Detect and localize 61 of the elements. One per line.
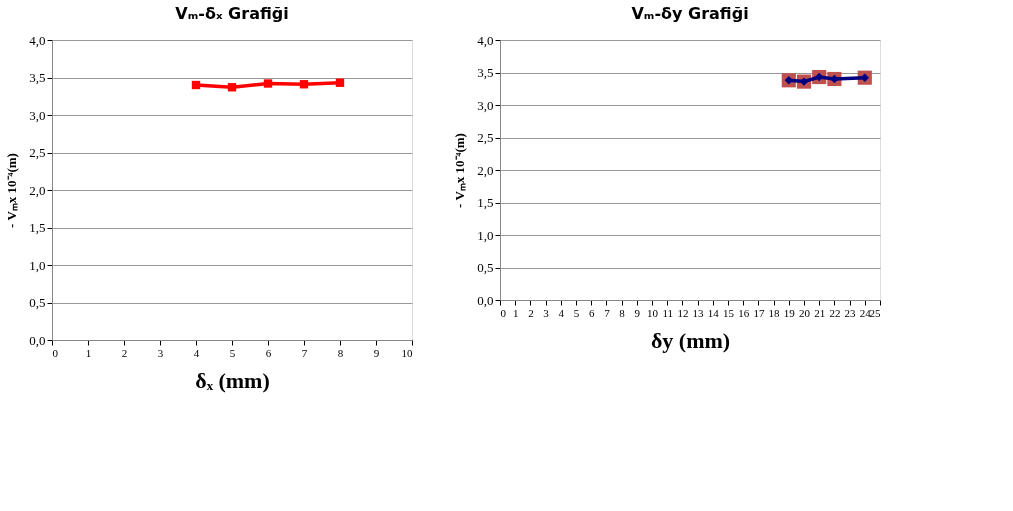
x-tick-label: 3 xyxy=(157,346,164,359)
x-tick-label: 1 xyxy=(512,306,519,319)
x-tick-label: 18 xyxy=(768,306,781,319)
x-tick-label: 11 xyxy=(662,306,673,319)
x-tick-label: 12 xyxy=(677,306,689,319)
y-tick-label: 2,0 xyxy=(477,162,494,178)
x-tick-label: 21 xyxy=(814,306,826,319)
x-tick-label: 9 xyxy=(634,306,641,319)
y-axis-title: - Vₘx 10⁻⁴(m) xyxy=(452,133,468,208)
y-tick-label: 0,0 xyxy=(29,332,46,348)
x-tick-label: 2 xyxy=(528,306,534,319)
x-tick-label: 15 xyxy=(723,306,735,319)
x-axis-title: δy (mm) xyxy=(650,327,731,353)
x-tick-label: 4 xyxy=(558,306,565,319)
y-tick-label: 1,0 xyxy=(29,257,46,273)
x-tick-label: 8 xyxy=(337,346,344,359)
y-tick-label: 0,5 xyxy=(477,260,494,275)
x-tick-label: 23 xyxy=(844,306,857,319)
x-tick-label: 3 xyxy=(543,306,550,319)
x-tick-label: 20 xyxy=(799,306,811,319)
x-tick-label: 6 xyxy=(265,346,272,359)
x-tick-label: 17 xyxy=(753,306,765,319)
y-tick-label: 3,0 xyxy=(477,97,494,113)
x-tick-label: 7 xyxy=(301,346,308,359)
chart-title: Vₘ-δₓ Grafiği xyxy=(175,4,289,23)
x-tick-label: 24 xyxy=(859,306,872,319)
x-tick-label: 6 xyxy=(588,306,595,319)
chart-title: Vₘ-δy Grafiği xyxy=(631,4,749,23)
x-tick-label: 16 xyxy=(738,306,750,319)
x-tick-label: 10 xyxy=(647,306,659,319)
x-tick-label: 8 xyxy=(619,306,626,319)
x-tick-label: 4 xyxy=(193,346,200,359)
y-tick-label: 1,0 xyxy=(477,227,494,243)
x-tick-label: 14 xyxy=(707,306,720,319)
x-tick-label: 5 xyxy=(229,346,236,359)
x-tick-label: 5 xyxy=(573,306,580,319)
y-axis-title: - Vₘx 10⁻⁴(m) xyxy=(4,153,20,228)
y-tick-label: 4,0 xyxy=(29,32,46,48)
y-tick-label: 2,0 xyxy=(29,182,46,198)
y-tick-label: 0,0 xyxy=(477,292,494,308)
y-tick-label: 3,5 xyxy=(29,70,46,85)
x-tick-label: 0 xyxy=(500,306,507,319)
x-tick-label: 22 xyxy=(829,306,841,319)
x-tick-label: 0 xyxy=(52,346,59,359)
x-tick-label: 2 xyxy=(121,346,128,359)
y-tick-label: 2,5 xyxy=(477,130,494,145)
x-tick-label: 7 xyxy=(604,306,611,319)
x-tick-label: 19 xyxy=(783,306,796,319)
x-tick-label: 9 xyxy=(373,346,380,359)
y-tick-label: 3,0 xyxy=(29,107,46,123)
y-tick-label: 0,5 xyxy=(29,295,46,310)
y-tick-label: 3,5 xyxy=(477,65,494,80)
x-tick-label: 1 xyxy=(85,346,92,359)
x-tick-label: 10 xyxy=(401,346,413,359)
x-tick-label: 13 xyxy=(692,306,705,319)
x-tick-label: 25 xyxy=(869,306,881,319)
x-axis-title: δₓ (mm) xyxy=(195,367,270,393)
y-tick-label: 2,5 xyxy=(29,145,46,160)
y-tick-label: 4,0 xyxy=(477,32,494,48)
y-tick-label: 1,5 xyxy=(29,220,46,235)
y-tick-label: 1,5 xyxy=(477,195,494,210)
